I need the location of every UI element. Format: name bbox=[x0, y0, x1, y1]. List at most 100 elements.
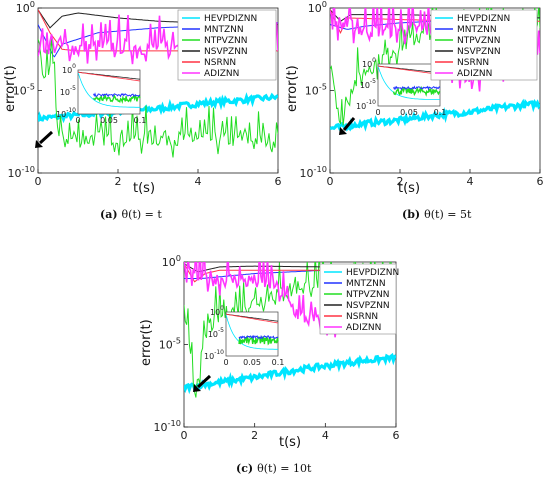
inset-frame bbox=[225, 311, 279, 357]
x-tick-label: 0 bbox=[181, 429, 188, 442]
panel-a: error(t) t(s) (a) θ(t) = t 0 2 4 6 10-10 10-5 1… bbox=[3, 0, 282, 221]
inset-series-line bbox=[238, 334, 279, 340]
inset-series-line bbox=[377, 65, 440, 100]
series-line bbox=[184, 352, 396, 395]
legend-entry: NSRNN bbox=[457, 58, 489, 68]
legend-entry: NSVPZNN bbox=[204, 47, 248, 57]
caption: (a) θ(t) = t bbox=[100, 208, 162, 221]
inset-x-tick-label: 0.05 bbox=[243, 358, 261, 367]
legend-entry: MNTZNN bbox=[204, 25, 244, 35]
arrow-annotation bbox=[342, 117, 356, 131]
arrow-head bbox=[35, 140, 43, 148]
x-tick-label: 6 bbox=[393, 429, 400, 442]
inset-series-line bbox=[392, 85, 441, 97]
caption-text: θ(t) = 10t bbox=[257, 462, 312, 475]
inset-series-line bbox=[77, 71, 141, 82]
x-tick-label: 6 bbox=[275, 175, 282, 188]
x-tick-label: 2 bbox=[251, 429, 258, 442]
panel-c: error(t) t(s) (c) θ(t) = 10t 0 2 4 6 10-10 10-… bbox=[139, 253, 400, 475]
inset-y-tick-label: 100 bbox=[62, 63, 76, 75]
y-axis-label: error(t) bbox=[3, 65, 18, 112]
legend-box bbox=[319, 263, 397, 335]
inset-x-tick-label: 0.1 bbox=[434, 108, 447, 117]
inset-y-tick-label: 10-5 bbox=[60, 85, 76, 97]
inset-series-line bbox=[225, 314, 278, 350]
arrow-annotation bbox=[38, 130, 54, 145]
caption: (b) θ(t) = 5t bbox=[402, 208, 472, 221]
inset-y-tick-label: 10-5 bbox=[360, 78, 376, 90]
x-axis-label: t(s) bbox=[398, 181, 420, 196]
legend-entry: ADIZNN bbox=[457, 69, 492, 79]
y-axis-label: error(t) bbox=[285, 65, 300, 112]
y-tick-label: 100 bbox=[162, 253, 181, 269]
inset-series-line bbox=[377, 65, 441, 75]
series-line bbox=[38, 92, 278, 124]
series-line bbox=[330, 98, 540, 132]
inset-series-line bbox=[238, 335, 279, 346]
y-tick-label: 100 bbox=[308, 0, 327, 15]
legend-box bbox=[177, 9, 277, 81]
legend-entry: ADIZNN bbox=[346, 323, 381, 333]
inset-y-tick-label: 10-10 bbox=[56, 107, 76, 119]
caption-text: θ(t) = t bbox=[122, 208, 163, 221]
arrow-head bbox=[339, 127, 347, 135]
legend-box bbox=[430, 9, 538, 81]
legend-entry: NTPVZNN bbox=[346, 290, 389, 300]
caption-text: θ(t) = 5t bbox=[424, 208, 472, 221]
y-tick-label: 100 bbox=[16, 0, 35, 15]
series-line bbox=[38, 35, 278, 158]
caption-letter: (c) bbox=[236, 462, 253, 475]
arrow-annotation bbox=[196, 374, 212, 389]
y-tick-label: 10-5 bbox=[305, 82, 327, 98]
x-tick-label: 4 bbox=[322, 429, 329, 442]
x-tick-label: 6 bbox=[537, 175, 544, 188]
caption: (c) θ(t) = 10t bbox=[236, 462, 312, 475]
y-tick-label: 10-5 bbox=[159, 336, 181, 352]
x-tick-label: 0 bbox=[327, 175, 334, 188]
legend-entry: NTPVZNN bbox=[204, 36, 247, 46]
arrow-head bbox=[193, 384, 201, 392]
inset-frame bbox=[377, 63, 441, 107]
x-tick-label: 2 bbox=[397, 175, 404, 188]
inset-x-tick-label: 0.05 bbox=[100, 116, 118, 125]
inset-frame bbox=[77, 69, 141, 115]
inset-x-tick-label: 0.1 bbox=[134, 116, 147, 125]
inset-series-line bbox=[77, 72, 140, 108]
y-axis-label: error(t) bbox=[139, 319, 154, 366]
inset-series-line bbox=[393, 85, 441, 91]
inset-x-tick-label: 0.1 bbox=[272, 358, 285, 367]
inset-x-tick-label: 0 bbox=[223, 358, 228, 367]
legend-entry: HEVPDIZNN bbox=[204, 14, 257, 24]
legend-entry: NTPVZNN bbox=[457, 36, 500, 46]
legend-entry: NSVPZNN bbox=[457, 47, 501, 57]
legend-entry: NSRNN bbox=[346, 312, 378, 322]
inset-series-line bbox=[93, 92, 141, 98]
inset-y-tick-label: 100 bbox=[210, 305, 224, 317]
inset-y-tick-label: 10-10 bbox=[204, 349, 224, 361]
legend-entry: ADIZNN bbox=[204, 69, 239, 79]
legend-entry: HEVPDIZNN bbox=[457, 14, 510, 24]
x-tick-label: 4 bbox=[467, 175, 474, 188]
x-tick-label: 2 bbox=[115, 175, 122, 188]
legend-entry: NSVPZNN bbox=[346, 301, 390, 311]
x-axis-label: t(s) bbox=[279, 435, 301, 450]
inset-series-line bbox=[93, 93, 141, 105]
inset-x-tick-label: 0 bbox=[75, 116, 80, 125]
panel-b: error(t) t(s) (b) θ(t) = 5t 0 2 4 6 10-10 10-5… bbox=[285, 0, 544, 221]
y-tick-label: 10-10 bbox=[300, 164, 327, 180]
inset-series-line bbox=[225, 313, 279, 324]
x-axis-label: t(s) bbox=[133, 181, 155, 196]
inset-y-tick-label: 10-5 bbox=[208, 327, 224, 339]
inset-y-tick-label: 100 bbox=[362, 57, 376, 69]
x-tick-label: 4 bbox=[195, 175, 202, 188]
y-tick-label: 10-10 bbox=[8, 164, 35, 180]
x-tick-label: 0 bbox=[35, 175, 42, 188]
legend-entry: NSRNN bbox=[204, 58, 236, 68]
caption-letter: (b) bbox=[402, 208, 420, 221]
inset-x-tick-label: 0.05 bbox=[400, 108, 418, 117]
legend-entry: MNTZNN bbox=[346, 279, 386, 289]
inset-x-tick-label: 0 bbox=[375, 108, 380, 117]
caption-letter: (a) bbox=[100, 208, 118, 221]
y-tick-label: 10-10 bbox=[154, 418, 181, 434]
